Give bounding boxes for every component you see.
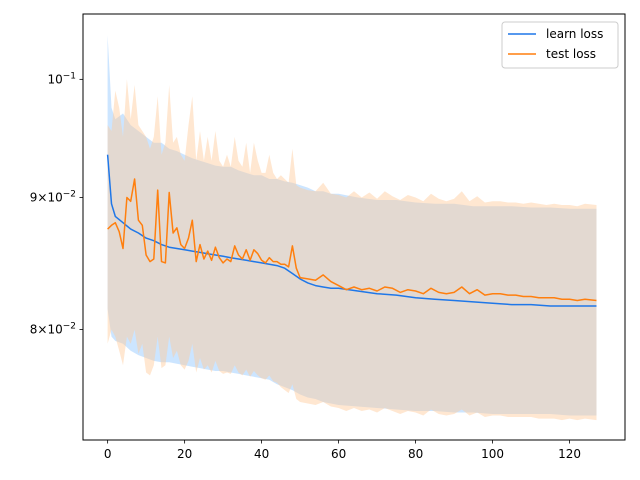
legend-label-learn-loss: learn loss (546, 27, 603, 41)
x-tick-label: 40 (254, 447, 269, 461)
x-tick-label: 120 (558, 447, 581, 461)
x-tick-label: 100 (481, 447, 504, 461)
x-tick-label: 0 (104, 447, 112, 461)
x-tick-label: 80 (408, 447, 423, 461)
legend: learn loss test loss (502, 22, 618, 68)
x-tick-label: 20 (177, 447, 192, 461)
legend-label-test-loss: test loss (546, 47, 596, 61)
x-tick-label: 60 (331, 447, 346, 461)
